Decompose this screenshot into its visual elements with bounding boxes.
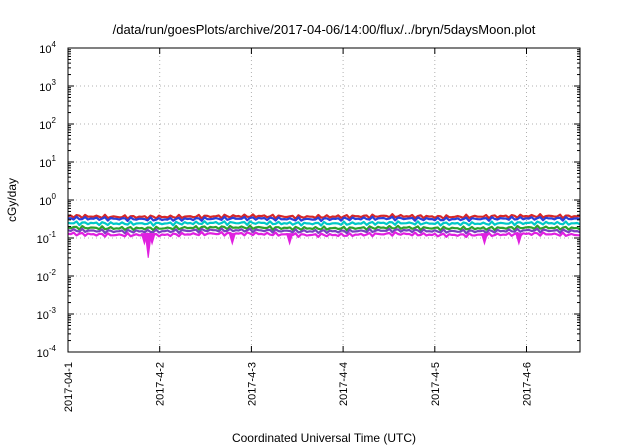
x-tick-label: 2017-4-6 (522, 362, 534, 406)
series-line (67, 227, 581, 235)
y-tick-label: 102 (39, 116, 56, 132)
series-line (67, 224, 581, 232)
dip-marker (480, 233, 489, 246)
chart-title: /data/run/goesPlots/archive/2017-04-06/1… (113, 22, 536, 37)
x-axis-label: Coordinated Universal Time (UTC) (232, 431, 416, 445)
series-line (67, 220, 581, 227)
dip-marker (285, 233, 294, 246)
x-tick-label: 2017-4-5 (430, 362, 442, 406)
grid (68, 48, 580, 352)
y-tick-label: 103 (39, 78, 56, 94)
x-tick-label: 2017-4-2 (155, 362, 167, 406)
y-tick-label: 101 (39, 154, 56, 170)
y-tick-label: 10-2 (37, 268, 57, 284)
y-tick-label: 10-1 (37, 230, 57, 246)
x-tick-label: 2017-4-4 (338, 362, 350, 406)
x-tick-label: 2017-04-1 (63, 362, 75, 412)
dip-marker (228, 233, 236, 246)
y-tick-label: 100 (39, 192, 56, 208)
series-line (67, 215, 581, 223)
axes: 10-4 10-3 10-2 10-1 100 101 102 103 104 2017-04-1… (37, 40, 580, 412)
y-tick-label: 10-3 (37, 306, 57, 322)
dip-marker (144, 233, 152, 258)
series-group (67, 213, 581, 258)
x-tick-label: 2017-4-3 (246, 362, 258, 406)
dip-marker (515, 233, 523, 246)
y-axis-label: cGy/day (5, 178, 19, 222)
y-tick-label: 104 (39, 40, 56, 56)
y-tick-label: 10-4 (37, 344, 57, 360)
